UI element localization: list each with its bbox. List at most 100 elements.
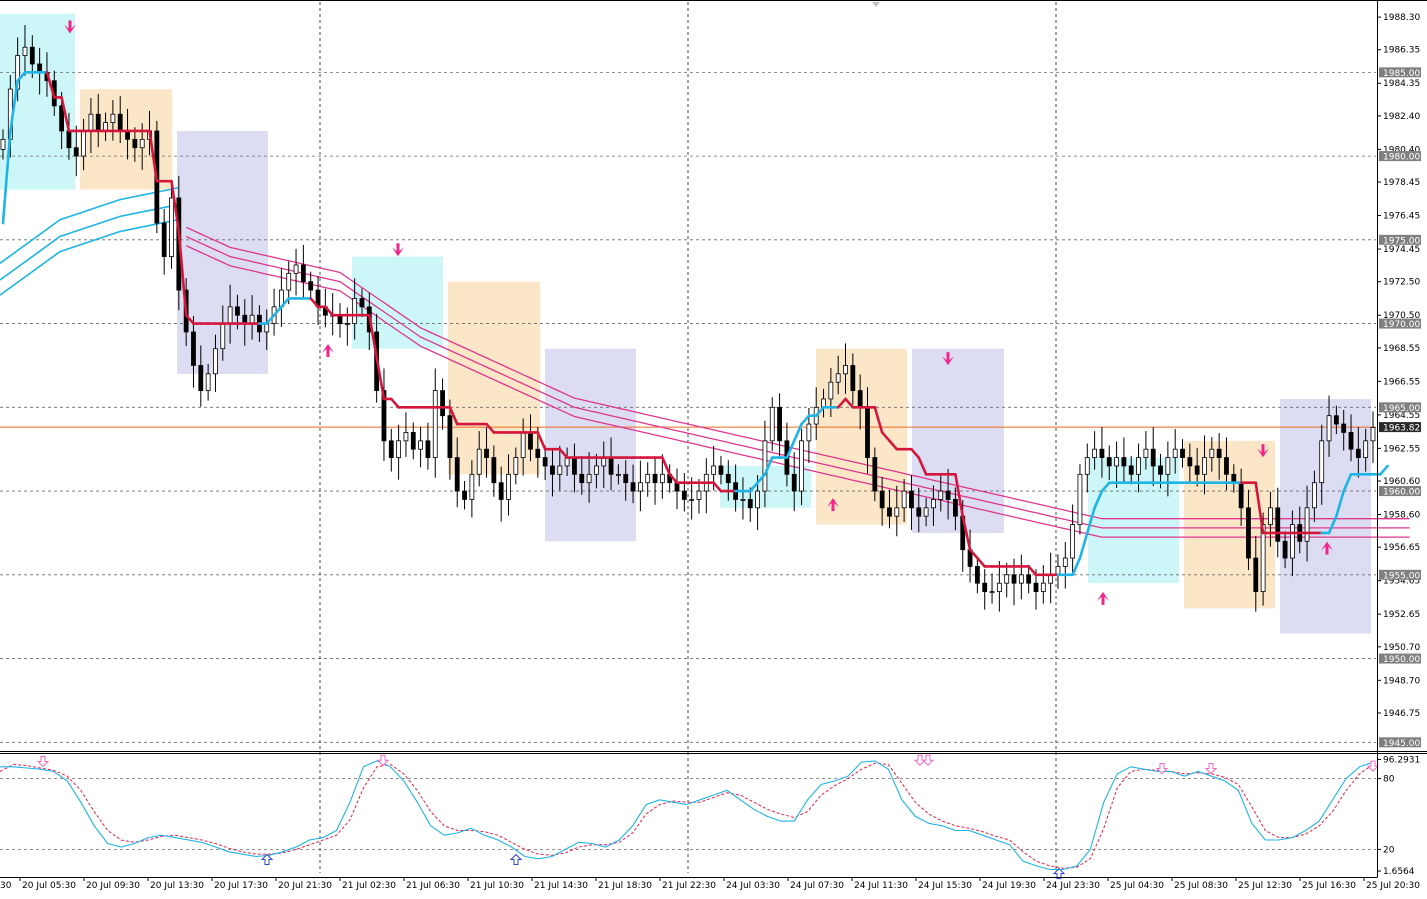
candle-body	[1319, 440, 1325, 484]
candle-body	[1355, 448, 1361, 458]
candle-body	[799, 440, 804, 492]
candle-body	[1136, 457, 1141, 475]
candle-body	[1348, 432, 1354, 450]
price-level-tag	[1379, 234, 1421, 245]
candle-body	[1084, 457, 1090, 475]
price-tick-label: 1980.40	[1383, 145, 1420, 155]
candle-body	[110, 113, 116, 123]
candle-body	[711, 465, 717, 475]
price-tick-label: 1948.70	[1383, 676, 1420, 686]
candle-body	[139, 138, 145, 149]
candle-body	[1268, 507, 1273, 525]
candle-body	[1260, 524, 1266, 592]
candle-body	[1143, 448, 1149, 458]
trend-line-segment	[917, 456, 928, 476]
trend-line-segment	[1027, 565, 1038, 577]
trend-line-segment	[888, 439, 899, 451]
stochastic-panel	[0, 751, 1427, 880]
trend-line-segment	[1327, 514, 1338, 535]
candle-body	[403, 432, 409, 442]
candle-body	[1341, 423, 1347, 433]
trend-line-segment	[1093, 489, 1104, 510]
candle-body	[1040, 582, 1046, 592]
candle-body	[198, 365, 204, 391]
trend-line	[1, 71, 1389, 577]
candle-body	[1326, 415, 1332, 442]
time-tick-label: 21 Jul 18:30	[598, 881, 652, 891]
time-tick-label: 20 Jul 17:30	[214, 881, 268, 891]
time-tick-label: 24 Jul 11:30	[854, 881, 908, 891]
time-tick-label: 25 Jul 16:30	[1302, 881, 1356, 891]
candle-body	[73, 147, 79, 157]
price-level-tag-label: 1975.00	[1383, 236, 1420, 246]
trend-line-segment	[1071, 556, 1082, 577]
stochastic-main-line	[0, 760, 1374, 871]
candle-body	[945, 490, 951, 500]
candle-body	[652, 473, 658, 484]
candle-body	[996, 582, 1002, 592]
stochastic-axis-label: 20	[1383, 845, 1395, 855]
candle-body	[659, 473, 665, 484]
trend-line-segment	[272, 305, 283, 317]
envelope-low-band	[0, 187, 179, 264]
candle-body	[725, 473, 731, 484]
sell-arrow-icon	[64, 20, 76, 34]
candle-body	[645, 473, 651, 484]
chart-shift-marker-icon[interactable]	[872, 2, 880, 7]
time-tick-label: 21 Jul 06:30	[406, 881, 460, 891]
trend-line-segment	[280, 297, 291, 309]
price-tick-label: 1976.45	[1383, 212, 1420, 222]
candle-body	[1092, 448, 1098, 458]
candle-body	[747, 499, 753, 509]
time-tick-label: 20 Jul 05:30	[22, 881, 76, 891]
candle-body	[1304, 507, 1310, 542]
candle-body	[1114, 457, 1119, 467]
price-tick-label: 1978.45	[1383, 178, 1420, 188]
candle-body	[1209, 448, 1215, 458]
candle-body	[879, 490, 885, 509]
sell-arrow-icon	[1257, 444, 1269, 458]
trend-line-segment	[170, 179, 181, 233]
candle-body	[95, 113, 101, 132]
candle-body	[865, 406, 870, 458]
price-tick-label: 1964.55	[1383, 411, 1420, 421]
trend-line-segment	[9, 79, 19, 133]
candle-body	[66, 130, 72, 149]
session-box	[352, 256, 443, 349]
candle-body	[1238, 482, 1244, 509]
candle-body	[608, 457, 614, 475]
price-level-tag-label: 1955.00	[1383, 571, 1420, 581]
candle-body	[872, 457, 878, 492]
trend-line-segment	[265, 313, 276, 325]
candle-body	[1202, 457, 1207, 475]
candle-body	[22, 46, 28, 56]
candle-body	[806, 423, 812, 442]
candle-body	[359, 298, 365, 308]
time-tick-label: 24 Jul 23:30	[1046, 881, 1100, 891]
time-tick-label: 25 Jul 20:30	[1366, 881, 1420, 891]
candle-body	[1246, 507, 1251, 559]
time-tick-label: 21 Jul 10:30	[470, 881, 524, 891]
candle-body	[1165, 457, 1171, 475]
candle-body	[469, 473, 475, 500]
trend-line-segment	[748, 481, 759, 493]
price-level-tag	[1379, 737, 1421, 748]
trend-line-segment	[814, 406, 825, 417]
candle-body	[1033, 582, 1039, 592]
candle-body	[1187, 457, 1193, 467]
candle-body	[637, 482, 643, 492]
candle-body	[286, 272, 292, 291]
time-tick-label: 24 Jul 15:30	[918, 881, 972, 891]
trend-line-segment	[375, 355, 386, 401]
price-level-tag	[1379, 402, 1421, 413]
trend-line-segment	[1335, 489, 1345, 518]
price-level-tag-label: 1965.00	[1383, 404, 1420, 414]
candle-body	[432, 390, 438, 458]
price-tick-label: 1950.70	[1383, 643, 1420, 653]
stochastic-sell-arrow-icon	[1204, 763, 1218, 775]
candle-body	[894, 507, 900, 517]
stochastic-sell-arrow-icon	[36, 755, 50, 768]
session-box	[1280, 398, 1371, 634]
price-level-tag	[1379, 486, 1421, 497]
